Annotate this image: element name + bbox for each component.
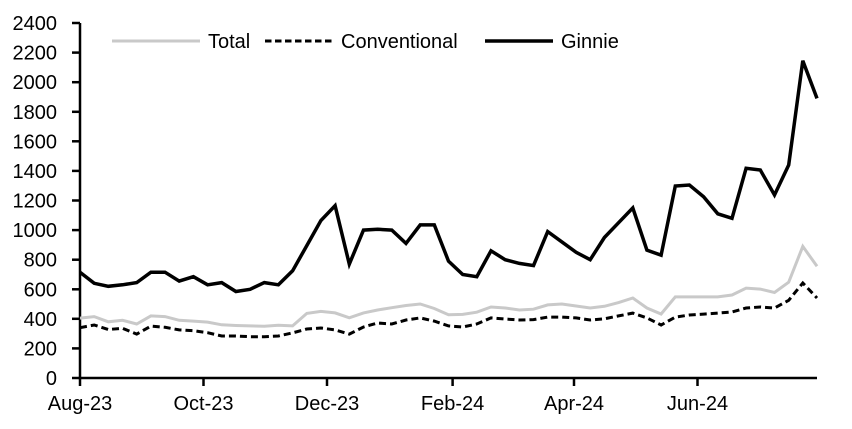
y-tick-label-400: 400 xyxy=(24,309,57,331)
y-tick-label-0: 0 xyxy=(46,368,57,390)
y-axis: 0 200 400 600 800 1000 1200 1400 1600 1800 2000 220… xyxy=(13,13,82,390)
x-tick-label-Dec-23: Dec-23 xyxy=(295,393,359,415)
y-tick-label-2000: 2000 xyxy=(13,72,58,94)
legend-label-conventional: Conventional xyxy=(341,31,458,53)
y-tick-label-800: 800 xyxy=(24,250,57,272)
y-tick-label-1400: 1400 xyxy=(13,161,58,183)
x-axis: Aug-23 Oct-23 Dec-23 Feb-24 Apr-24 Jun-24 xyxy=(48,376,817,415)
total-line xyxy=(79,243,819,328)
y-tick-label-2200: 2200 xyxy=(13,43,58,65)
x-tick-label-Apr-24: Apr-24 xyxy=(544,393,604,415)
conventional-line xyxy=(79,280,819,339)
y-tick-label-2400: 2400 xyxy=(13,13,58,35)
y-tick-label-1600: 1600 xyxy=(13,131,58,153)
legend: Total Conventional Ginnie xyxy=(112,31,619,53)
x-tick-label-Aug-23: Aug-23 xyxy=(48,393,113,415)
x-tick-label-Oct-23: Oct-23 xyxy=(173,393,233,415)
y-tick-label-1800: 1800 xyxy=(13,102,58,124)
x-tick-label-Feb-24: Feb-24 xyxy=(421,393,484,415)
y-tick-label-200: 200 xyxy=(24,338,57,360)
ginnie-line xyxy=(78,60,819,294)
y-tick-label-1000: 1000 xyxy=(13,220,58,242)
series-lines xyxy=(78,60,819,339)
x-tick-label-Jun-24: Jun-24 xyxy=(667,393,728,415)
legend-label-ginnie: Ginnie xyxy=(561,31,619,53)
legend-label-total: Total xyxy=(208,31,250,53)
y-tick-label-1200: 1200 xyxy=(13,191,58,213)
y-tick-label-600: 600 xyxy=(24,279,57,301)
